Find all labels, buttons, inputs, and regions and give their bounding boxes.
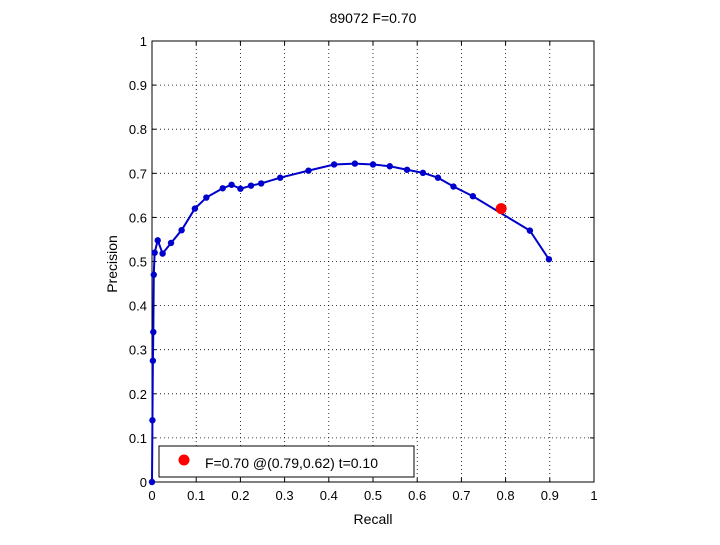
pr-curve-point bbox=[151, 249, 158, 256]
y-tick-label: 0 bbox=[140, 475, 147, 490]
pr-curve-point bbox=[450, 183, 457, 190]
chart-title: 89072 F=0.70 bbox=[330, 10, 417, 26]
pr-curve-point bbox=[369, 161, 377, 168]
x-tick-label: 0.6 bbox=[408, 488, 426, 503]
x-tick-label: 0.3 bbox=[276, 488, 294, 503]
y-tick-label: 1 bbox=[140, 34, 147, 49]
pr-curve-point bbox=[150, 328, 157, 336]
pr-curve-point bbox=[419, 169, 427, 177]
x-tick-label: 0.7 bbox=[452, 488, 470, 503]
y-tick-label: 0.3 bbox=[129, 343, 147, 358]
y-tick-label: 0.5 bbox=[129, 255, 147, 270]
pr-curve-point bbox=[219, 185, 226, 192]
pr-curve-point bbox=[149, 357, 157, 364]
ticks-layer: 0 0.1 0.2 0.3 0.4 0.5 0.6 0.7 0.8 0.9 1 0 0.1 0.2 0.3 0… bbox=[129, 34, 598, 503]
x-tick-label: 0.2 bbox=[231, 488, 249, 503]
y-axis-label: Precision bbox=[104, 235, 120, 293]
pr-curve-point bbox=[203, 194, 210, 201]
y-tick-label: 0.1 bbox=[129, 431, 147, 446]
x-tick-label: 0.8 bbox=[497, 488, 515, 503]
legend: F=0.70 @(0.79,0.62) t=0.10 bbox=[158, 445, 415, 478]
x-tick-label: 1 bbox=[590, 488, 597, 503]
y-tick-label: 0.9 bbox=[129, 78, 147, 93]
pr-curve-point bbox=[167, 239, 175, 247]
legend-box bbox=[158, 445, 415, 478]
legend-marker bbox=[178, 454, 190, 466]
y-tick-label: 0.6 bbox=[129, 210, 147, 225]
pr-curve-point bbox=[149, 417, 156, 424]
pr-curve-point bbox=[257, 180, 265, 187]
x-tick-label: 0 bbox=[148, 488, 155, 503]
series-layer bbox=[148, 160, 553, 486]
pr-curve-point bbox=[545, 256, 553, 263]
pr-curve-point bbox=[191, 205, 199, 212]
pr-curve-point bbox=[237, 185, 244, 192]
y-tick-label: 0.2 bbox=[129, 387, 147, 402]
pr-curve-point bbox=[154, 237, 161, 244]
pr-curve-point bbox=[159, 250, 166, 257]
pr-curve-point bbox=[150, 271, 157, 278]
legend-label: F=0.70 @(0.79,0.62) t=0.10 bbox=[205, 455, 378, 471]
pr-curve-point bbox=[434, 174, 442, 181]
pr-curve-point bbox=[148, 478, 156, 486]
pr-curve-point bbox=[247, 182, 255, 189]
y-tick-label: 0.4 bbox=[129, 299, 147, 314]
y-tick-label: 0.8 bbox=[129, 122, 147, 137]
x-tick-label: 0.5 bbox=[364, 488, 382, 503]
pr-curve-point bbox=[228, 181, 235, 188]
x-tick-label: 0.1 bbox=[187, 488, 205, 503]
pr-curve-point bbox=[526, 227, 534, 234]
grid-layer bbox=[152, 41, 594, 482]
x-tick-label: 0.9 bbox=[541, 488, 559, 503]
y-tick-label: 0.7 bbox=[129, 166, 147, 181]
pr-curve-point bbox=[178, 226, 185, 234]
pr-curve-point bbox=[330, 161, 338, 168]
pr-curve-point bbox=[469, 193, 477, 200]
pr-curve-line bbox=[151, 162, 550, 483]
x-axis-label: Recall bbox=[354, 511, 393, 527]
pr-curve-point bbox=[276, 174, 284, 181]
best-f-point bbox=[495, 203, 507, 215]
pr-curve-point bbox=[386, 163, 393, 170]
pr-curve-point bbox=[403, 166, 411, 173]
x-tick-label: 0.4 bbox=[320, 488, 338, 503]
pr-curve-point bbox=[351, 160, 359, 167]
pr-curve-point bbox=[305, 167, 312, 174]
